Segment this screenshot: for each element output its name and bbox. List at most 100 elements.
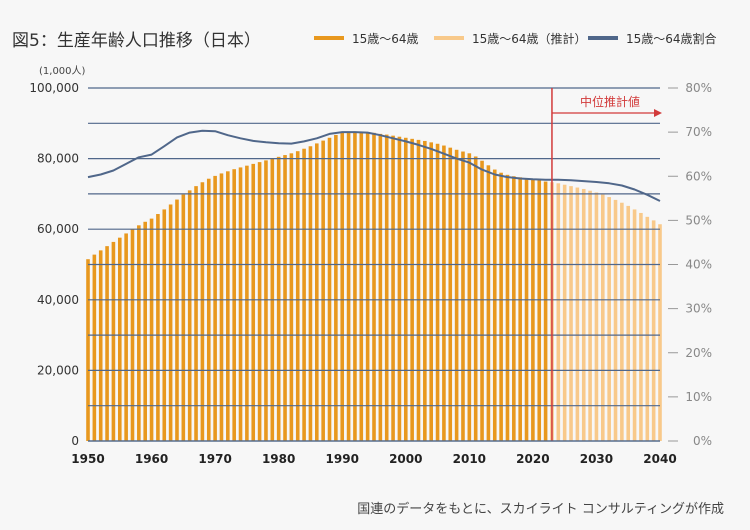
bar — [543, 181, 548, 442]
bar — [105, 246, 109, 441]
x-tick-label: 2010 — [453, 452, 486, 466]
x-tick-label: 1970 — [198, 452, 231, 466]
bar — [315, 143, 319, 442]
x-tick-label: 2000 — [389, 452, 422, 466]
y-right-tick-label: 30% — [685, 302, 712, 316]
y-right-tick-label: 0% — [693, 434, 712, 448]
bar — [346, 131, 351, 441]
x-tick-label: 1990 — [326, 452, 359, 466]
bar-projection — [562, 184, 567, 441]
bar-projection — [620, 202, 624, 441]
bar — [137, 225, 141, 441]
bar — [454, 149, 459, 441]
projection-annotation-label: 中位推計値 — [580, 94, 640, 109]
bar — [238, 167, 243, 441]
bar — [423, 140, 427, 441]
bar — [162, 209, 167, 441]
bar — [403, 137, 408, 441]
bar — [384, 134, 389, 441]
bar — [168, 204, 173, 441]
bar — [194, 186, 198, 441]
x-tick-label: 2040 — [643, 452, 676, 466]
bar-projection — [645, 216, 650, 441]
x-tick-label: 1980 — [262, 452, 295, 466]
bar — [524, 178, 529, 441]
bar — [111, 241, 116, 441]
bar — [219, 173, 224, 441]
bar — [435, 143, 440, 441]
bar — [156, 214, 160, 441]
bar — [187, 190, 192, 441]
ratio-line — [87, 129, 661, 202]
bar-projection — [588, 190, 592, 441]
x-tick-label: 1950 — [71, 452, 104, 466]
bar-projection — [601, 194, 605, 441]
x-tick-label: 1960 — [135, 452, 168, 466]
source-note: 国連のデータをもとに、スカイライト コンサルティングが作成 — [357, 502, 724, 517]
legend-label-ratio: 15歳〜64歳割合 — [626, 31, 717, 46]
bar — [295, 151, 300, 441]
legend-item-projection: 15歳〜64歳（推計） — [434, 30, 587, 46]
bar-group — [86, 131, 662, 442]
chart-title: 図5：生産年齢人口推移（日本） — [12, 31, 261, 51]
bar — [378, 133, 383, 441]
bar-projection — [658, 224, 662, 441]
bar — [86, 259, 90, 441]
y-right-tick-label: 80% — [685, 81, 712, 95]
bar — [531, 179, 535, 441]
y-left-tick-label: 0 — [71, 434, 79, 448]
bar — [251, 163, 256, 441]
bar — [518, 177, 522, 441]
bar-projection — [594, 192, 599, 441]
bar — [257, 162, 262, 441]
x-tick-label: 2030 — [580, 452, 613, 466]
y-left-tick-label: 100,000 — [29, 81, 79, 95]
y-left-tick-label: 40,000 — [37, 293, 79, 307]
bar — [372, 132, 376, 441]
bar — [92, 254, 97, 441]
bar — [365, 132, 370, 442]
bar — [505, 174, 510, 441]
bar — [334, 134, 338, 441]
y-right-tick-label: 50% — [685, 213, 712, 227]
bar — [359, 131, 364, 441]
bar — [327, 137, 332, 441]
bar — [283, 155, 287, 441]
bar — [302, 148, 306, 441]
y-right-tick-label: 10% — [685, 390, 712, 404]
legend-swatch-actual — [314, 36, 344, 40]
x-tick-label: 2020 — [516, 452, 549, 466]
bar — [480, 160, 484, 441]
bar — [149, 218, 154, 441]
bar — [448, 147, 453, 441]
legend-item-actual: 15歳〜64歳 — [314, 30, 419, 46]
ratio-line-group — [87, 129, 661, 202]
bar — [416, 139, 421, 441]
bar — [321, 140, 325, 441]
y-left-tick-label: 60,000 — [37, 222, 79, 236]
bar-projection — [639, 212, 643, 441]
bar — [537, 180, 542, 442]
bar — [429, 142, 433, 442]
legend-swatch-ratio — [588, 36, 618, 40]
y-left-tick-label: 80,000 — [37, 152, 79, 166]
y-right-tick-label: 20% — [685, 346, 712, 360]
bar — [289, 153, 294, 441]
y-left-tick-label: 20,000 — [37, 363, 79, 377]
projection-arrow-head — [654, 109, 662, 117]
bar-projection — [613, 199, 618, 441]
bar — [124, 233, 128, 441]
y-right-tick-label: 70% — [685, 125, 712, 139]
legend-label-projection: 15歳〜64歳（推計） — [472, 31, 587, 46]
bar — [391, 135, 395, 441]
bar-projection — [651, 220, 656, 442]
y-right-tick-label: 40% — [685, 258, 712, 272]
bar-projection — [581, 188, 586, 441]
bar — [308, 146, 313, 441]
bar — [461, 151, 465, 442]
bar-projection — [626, 205, 631, 441]
bar-projection — [607, 197, 611, 441]
bar — [213, 175, 217, 441]
bar — [499, 172, 503, 441]
